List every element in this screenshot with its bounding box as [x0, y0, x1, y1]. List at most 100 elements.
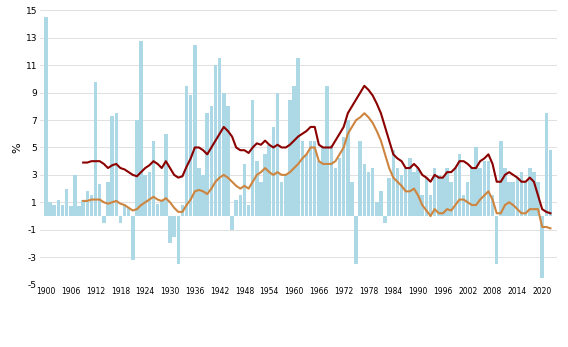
- Bar: [549, 150, 552, 216]
- Bar: [333, 168, 337, 216]
- Bar: [115, 113, 118, 216]
- Bar: [239, 195, 242, 216]
- Bar: [210, 107, 213, 216]
- Bar: [152, 141, 155, 216]
- Bar: [387, 178, 391, 216]
- Bar: [408, 159, 412, 216]
- Bar: [458, 154, 461, 216]
- Bar: [342, 136, 345, 216]
- Bar: [268, 145, 271, 216]
- Bar: [293, 86, 296, 216]
- Bar: [329, 145, 333, 216]
- Bar: [437, 175, 441, 216]
- Bar: [276, 93, 279, 216]
- Bar: [264, 154, 267, 216]
- Bar: [350, 182, 354, 216]
- Bar: [272, 127, 275, 216]
- Bar: [317, 161, 320, 216]
- Bar: [483, 161, 486, 216]
- Bar: [383, 216, 387, 223]
- Bar: [148, 172, 151, 216]
- Bar: [94, 82, 97, 216]
- Bar: [487, 161, 490, 216]
- Bar: [86, 191, 89, 216]
- Bar: [313, 141, 316, 216]
- Bar: [251, 100, 254, 216]
- Bar: [144, 175, 147, 216]
- Bar: [110, 116, 114, 216]
- Bar: [206, 113, 209, 216]
- Bar: [304, 154, 308, 216]
- Bar: [470, 168, 474, 216]
- Bar: [197, 168, 201, 216]
- Bar: [288, 100, 292, 216]
- Bar: [338, 159, 341, 216]
- Bar: [536, 182, 540, 216]
- Bar: [516, 178, 519, 216]
- Bar: [226, 107, 229, 216]
- Bar: [230, 216, 234, 230]
- Bar: [346, 120, 349, 216]
- Bar: [102, 216, 106, 223]
- Bar: [135, 120, 139, 216]
- Bar: [354, 216, 358, 264]
- Bar: [61, 205, 64, 216]
- Bar: [235, 200, 238, 216]
- Bar: [243, 164, 246, 216]
- Bar: [420, 195, 424, 216]
- Bar: [218, 58, 222, 216]
- Bar: [362, 164, 366, 216]
- Bar: [185, 86, 189, 216]
- Bar: [358, 141, 362, 216]
- Bar: [81, 200, 85, 216]
- Bar: [524, 182, 527, 216]
- Bar: [189, 95, 193, 216]
- Bar: [156, 204, 160, 216]
- Bar: [222, 93, 225, 216]
- Bar: [131, 216, 135, 260]
- Bar: [201, 175, 205, 216]
- Bar: [280, 182, 283, 216]
- Bar: [400, 175, 403, 216]
- Bar: [429, 195, 432, 216]
- Bar: [425, 178, 428, 216]
- Bar: [309, 141, 312, 216]
- Bar: [375, 202, 378, 216]
- Bar: [511, 182, 515, 216]
- Y-axis label: %: %: [12, 142, 23, 153]
- Bar: [57, 200, 60, 216]
- Bar: [540, 216, 544, 278]
- Bar: [528, 168, 532, 216]
- Bar: [503, 168, 507, 216]
- Bar: [139, 41, 143, 216]
- Bar: [90, 195, 93, 216]
- Bar: [507, 182, 511, 216]
- Bar: [416, 168, 420, 216]
- Bar: [441, 178, 445, 216]
- Bar: [123, 205, 126, 216]
- Bar: [545, 113, 548, 216]
- Bar: [433, 168, 436, 216]
- Bar: [73, 175, 77, 216]
- Bar: [255, 161, 258, 216]
- Bar: [247, 205, 250, 216]
- Bar: [499, 141, 503, 216]
- Bar: [478, 168, 482, 216]
- Bar: [160, 200, 164, 216]
- Bar: [445, 168, 449, 216]
- Bar: [168, 216, 172, 244]
- Bar: [164, 134, 168, 216]
- Bar: [65, 189, 68, 216]
- Bar: [379, 191, 383, 216]
- Bar: [520, 172, 523, 216]
- Bar: [404, 168, 407, 216]
- Bar: [300, 141, 304, 216]
- Bar: [44, 17, 48, 216]
- Bar: [177, 216, 180, 264]
- Bar: [474, 147, 478, 216]
- Bar: [391, 150, 395, 216]
- Bar: [462, 195, 465, 216]
- Bar: [396, 168, 399, 216]
- Bar: [449, 182, 453, 216]
- Bar: [466, 182, 470, 216]
